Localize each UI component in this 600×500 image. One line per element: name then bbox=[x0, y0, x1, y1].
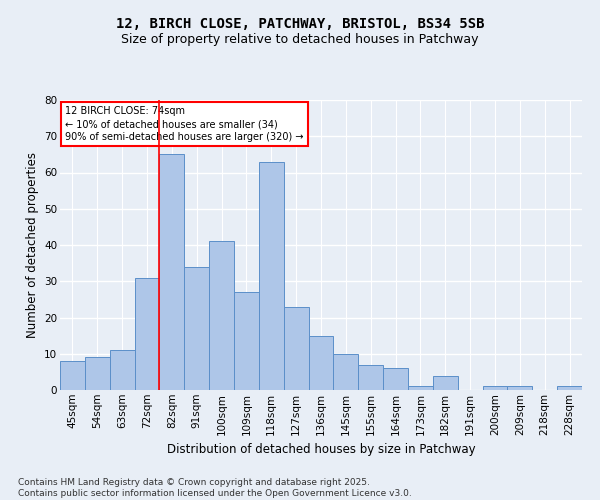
Bar bbox=[110, 350, 134, 390]
Bar bbox=[85, 358, 110, 390]
Text: Size of property relative to detached houses in Patchway: Size of property relative to detached ho… bbox=[121, 32, 479, 46]
Bar bbox=[408, 386, 433, 390]
Bar bbox=[134, 278, 160, 390]
Bar bbox=[184, 267, 209, 390]
Bar bbox=[482, 386, 508, 390]
Bar bbox=[284, 306, 308, 390]
Bar bbox=[557, 386, 582, 390]
Text: Contains HM Land Registry data © Crown copyright and database right 2025.
Contai: Contains HM Land Registry data © Crown c… bbox=[18, 478, 412, 498]
Y-axis label: Number of detached properties: Number of detached properties bbox=[26, 152, 38, 338]
Bar bbox=[160, 154, 184, 390]
Bar bbox=[308, 336, 334, 390]
Bar bbox=[209, 242, 234, 390]
Bar bbox=[433, 376, 458, 390]
Bar bbox=[259, 162, 284, 390]
Bar bbox=[358, 364, 383, 390]
Text: 12 BIRCH CLOSE: 74sqm
← 10% of detached houses are smaller (34)
90% of semi-deta: 12 BIRCH CLOSE: 74sqm ← 10% of detached … bbox=[65, 106, 304, 142]
Bar bbox=[234, 292, 259, 390]
Text: Distribution of detached houses by size in Patchway: Distribution of detached houses by size … bbox=[167, 442, 475, 456]
Bar bbox=[60, 361, 85, 390]
Text: 12, BIRCH CLOSE, PATCHWAY, BRISTOL, BS34 5SB: 12, BIRCH CLOSE, PATCHWAY, BRISTOL, BS34… bbox=[116, 18, 484, 32]
Bar bbox=[383, 368, 408, 390]
Bar bbox=[334, 354, 358, 390]
Bar bbox=[508, 386, 532, 390]
